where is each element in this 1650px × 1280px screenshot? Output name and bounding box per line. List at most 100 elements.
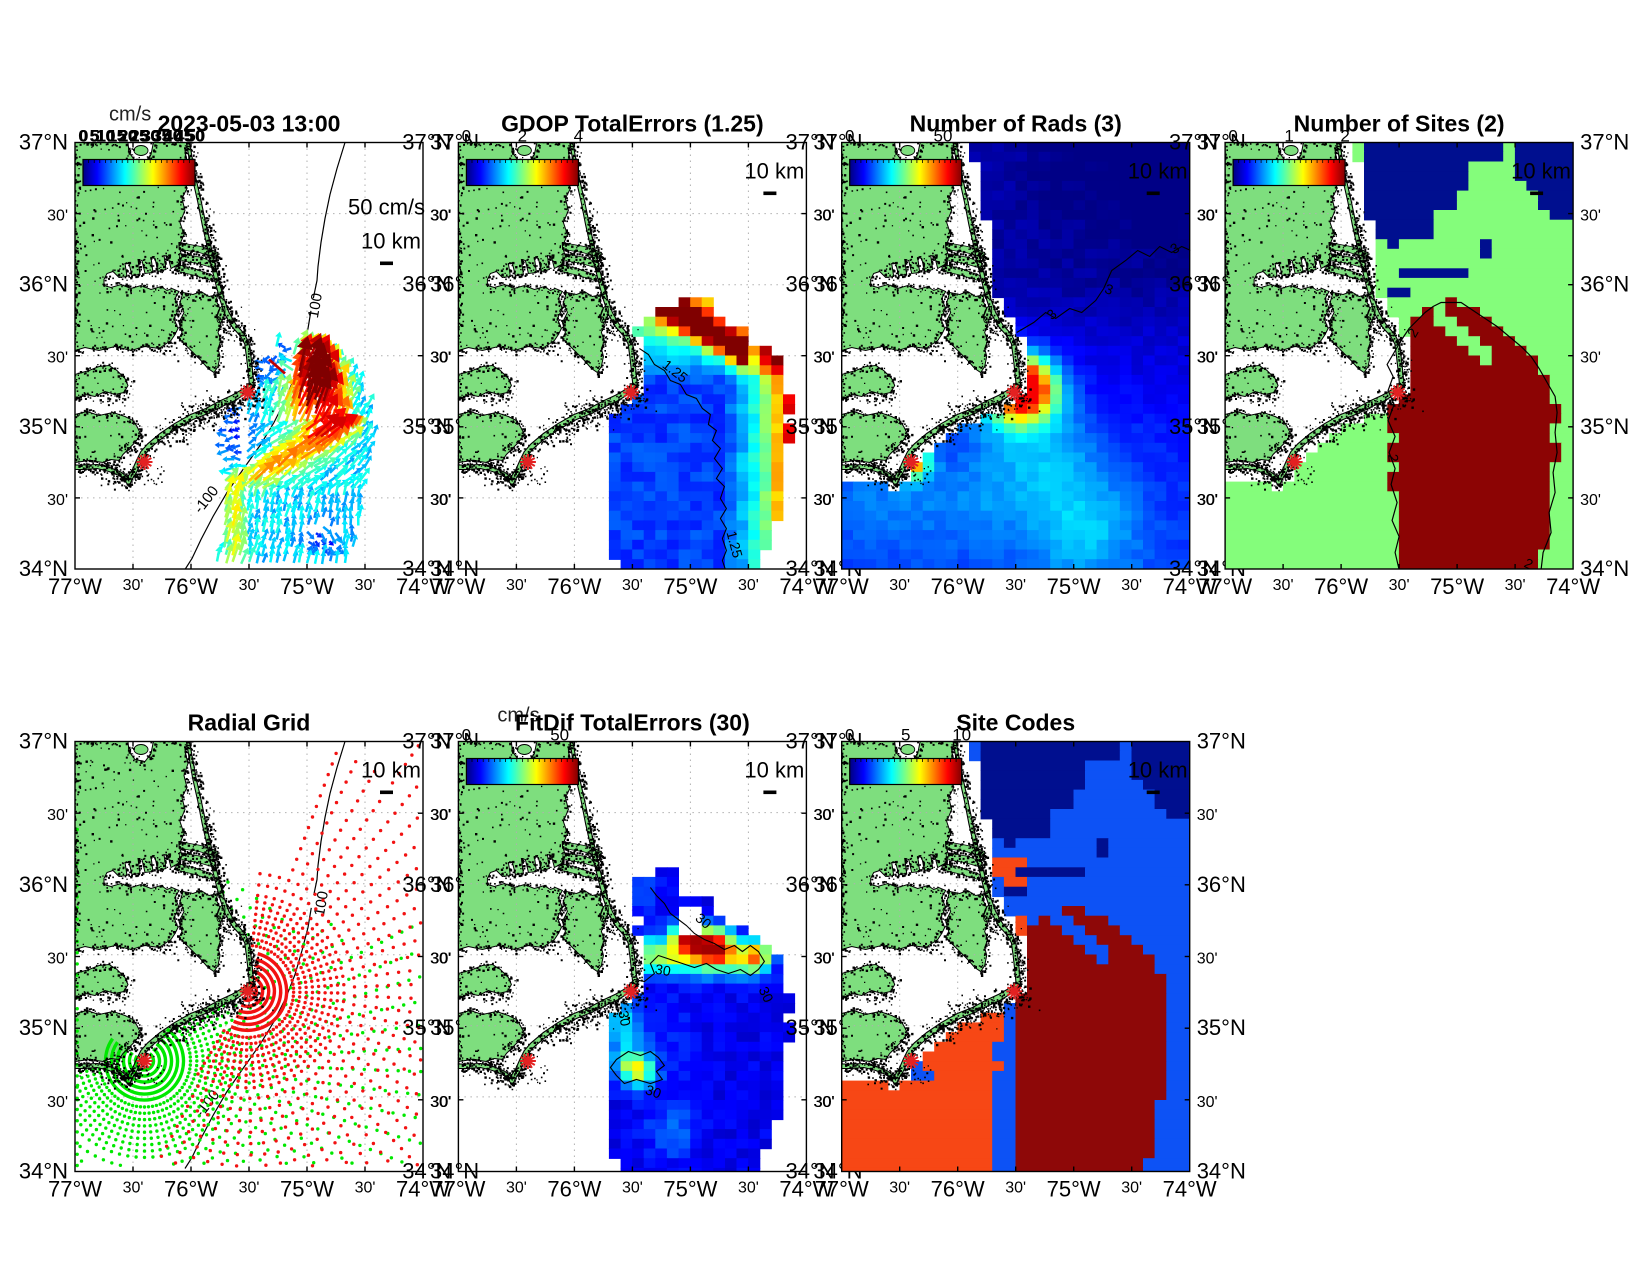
svg-text:74°W: 74°W (1163, 1177, 1217, 1202)
svg-text:76°W: 76°W (164, 1177, 218, 1202)
svg-text:35°N: 35°N (786, 414, 835, 439)
svg-text:35°N: 35°N (19, 414, 68, 439)
svg-text:30': 30' (889, 1180, 910, 1197)
svg-text:50: 50 (934, 127, 953, 146)
svg-text:30': 30' (506, 1180, 527, 1197)
svg-text:36°N: 36°N (1580, 272, 1629, 297)
svg-text:10: 10 (97, 127, 116, 146)
svg-text:30: 30 (141, 127, 160, 146)
svg-text:37°N: 37°N (786, 729, 835, 754)
svg-text:30': 30' (813, 951, 834, 968)
svg-text:10 km: 10 km (1511, 159, 1571, 184)
svg-text:37°N: 37°N (786, 130, 835, 155)
svg-text:35: 35 (152, 127, 171, 146)
svg-text:75°W: 75°W (1430, 574, 1484, 599)
svg-text:0: 0 (79, 127, 88, 146)
svg-text:30': 30' (1197, 807, 1218, 824)
svg-text:76°W: 76°W (547, 1177, 601, 1202)
svg-text:30': 30' (431, 1094, 452, 1111)
svg-text:2: 2 (1340, 127, 1349, 146)
svg-text:30': 30' (506, 577, 527, 594)
svg-text:74°W: 74°W (1163, 574, 1217, 599)
svg-text:10: 10 (952, 726, 971, 745)
svg-text:30': 30' (1505, 577, 1526, 594)
svg-text:30': 30' (239, 1180, 260, 1197)
svg-text:34°N: 34°N (1169, 556, 1218, 581)
svg-text:30': 30' (47, 951, 68, 968)
svg-text:35: 35 (153, 127, 172, 146)
svg-text:10 km: 10 km (744, 159, 804, 184)
svg-text:Number of Sites (2): Number of Sites (2) (1294, 111, 1505, 137)
svg-text:30': 30' (1273, 577, 1294, 594)
svg-text:5: 5 (90, 127, 99, 146)
svg-text:25: 25 (130, 127, 149, 146)
svg-text:30': 30' (814, 350, 835, 367)
svg-text:10 km: 10 km (361, 229, 421, 254)
svg-text:30': 30' (430, 350, 451, 367)
svg-text:76°W: 76°W (931, 1177, 985, 1202)
svg-text:74°W: 74°W (779, 574, 833, 599)
svg-text:37°N: 37°N (402, 130, 451, 155)
svg-text:77°W: 77°W (48, 574, 102, 599)
svg-text:45: 45 (175, 127, 194, 146)
svg-text:30': 30' (431, 951, 452, 968)
svg-text:30': 30' (430, 208, 451, 225)
svg-text:40: 40 (163, 127, 182, 146)
svg-text:100: 100 (305, 292, 326, 320)
svg-text:20: 20 (119, 127, 138, 146)
svg-text:30': 30' (47, 208, 68, 225)
svg-text:30': 30' (431, 208, 452, 225)
svg-text:37°N: 37°N (1169, 130, 1218, 155)
svg-text:74°W: 74°W (1546, 574, 1600, 599)
svg-text:34°N: 34°N (786, 556, 835, 581)
svg-text:36°N: 36°N (1197, 872, 1246, 897)
svg-text:30': 30' (738, 577, 759, 594)
svg-text:30': 30' (430, 951, 451, 968)
svg-text:30': 30' (1389, 577, 1410, 594)
svg-text:30': 30' (47, 1094, 68, 1111)
svg-text:30': 30' (123, 577, 144, 594)
svg-text:10 km: 10 km (744, 758, 804, 783)
svg-text:36°N: 36°N (402, 272, 451, 297)
svg-text:50: 50 (550, 726, 569, 745)
svg-text:30': 30' (430, 807, 451, 824)
svg-text:37°N: 37°N (1580, 130, 1629, 155)
svg-text:75°W: 75°W (1047, 574, 1101, 599)
svg-text:75°W: 75°W (280, 1177, 334, 1202)
svg-text:75°W: 75°W (280, 574, 334, 599)
svg-text:2023-05-03 13:00: 2023-05-03 13:00 (158, 111, 341, 137)
svg-text:36°N: 36°N (786, 272, 835, 297)
svg-text:20: 20 (118, 127, 137, 146)
svg-text:15: 15 (108, 127, 127, 146)
svg-text:30': 30' (1197, 492, 1218, 509)
svg-text:30': 30' (814, 208, 835, 225)
svg-text:10: 10 (96, 127, 115, 146)
svg-text:34°N: 34°N (19, 1159, 68, 1184)
svg-text:30': 30' (738, 1180, 759, 1197)
svg-text:30': 30' (814, 951, 835, 968)
svg-text:77°W: 77°W (48, 1177, 102, 1202)
svg-text:cm/s: cm/s (109, 104, 151, 126)
svg-text:37°N: 37°N (1197, 729, 1246, 754)
svg-text:30': 30' (1197, 208, 1218, 225)
svg-text:30': 30' (813, 350, 834, 367)
svg-text:1.25: 1.25 (724, 529, 747, 560)
svg-text:0: 0 (845, 726, 854, 745)
svg-text:30': 30' (1197, 350, 1218, 367)
svg-text:30': 30' (1580, 350, 1601, 367)
svg-text:36°N: 36°N (1169, 272, 1218, 297)
svg-text:34°N: 34°N (19, 556, 68, 581)
svg-text:34°N: 34°N (402, 1159, 451, 1184)
svg-text:0: 0 (845, 127, 854, 146)
svg-text:15: 15 (107, 127, 126, 146)
svg-text:36°N: 36°N (786, 872, 835, 897)
svg-text:74°W: 74°W (779, 1177, 833, 1202)
svg-text:77°W: 77°W (1198, 574, 1252, 599)
svg-text:34°N: 34°N (1197, 1159, 1246, 1184)
svg-text:75°W: 75°W (663, 574, 717, 599)
svg-text:30': 30' (1005, 1180, 1026, 1197)
svg-text:35°N: 35°N (1197, 1015, 1246, 1040)
svg-text:30': 30' (123, 1180, 144, 1197)
svg-text:1: 1 (1284, 127, 1293, 146)
svg-text:30': 30' (430, 1094, 451, 1111)
